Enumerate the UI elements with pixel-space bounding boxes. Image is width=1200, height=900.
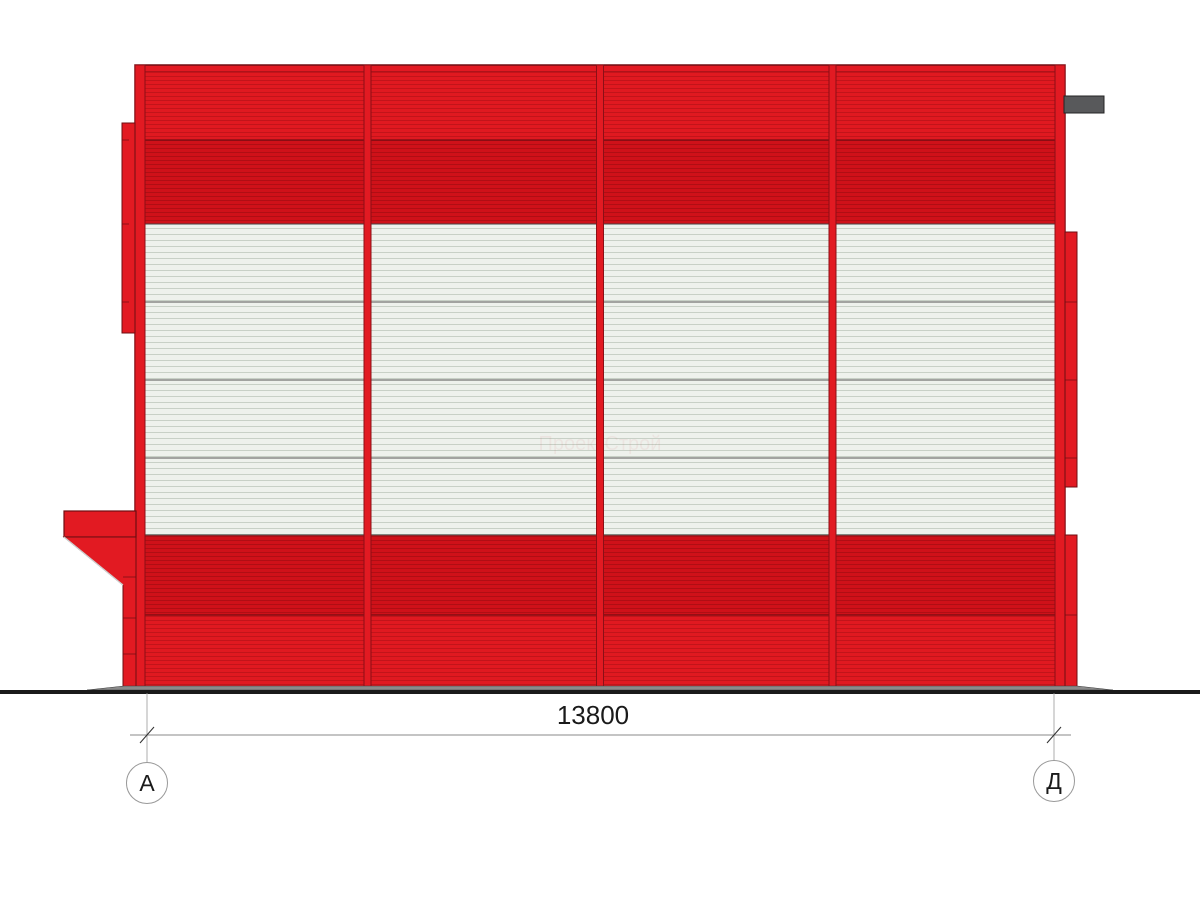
- svg-text:Д: Д: [1046, 768, 1062, 794]
- svg-text:A: A: [139, 770, 155, 796]
- svg-text:13800: 13800: [557, 700, 629, 730]
- svg-text:ПроектСтрой: ПроектСтрой: [539, 433, 662, 455]
